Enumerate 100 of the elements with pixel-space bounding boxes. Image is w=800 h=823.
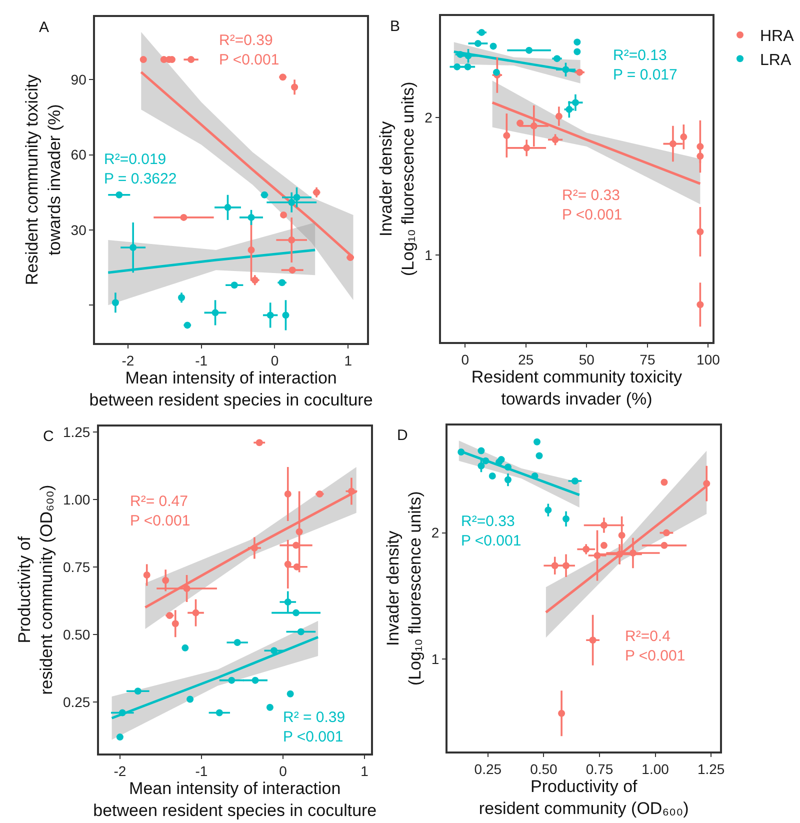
point bbox=[292, 609, 300, 616]
point bbox=[660, 478, 668, 486]
x-tick-label: 0.50 bbox=[530, 760, 558, 777]
point bbox=[526, 46, 533, 54]
point bbox=[291, 84, 298, 91]
point bbox=[282, 312, 290, 319]
point bbox=[286, 690, 294, 698]
point bbox=[576, 68, 584, 76]
point bbox=[182, 644, 189, 652]
point bbox=[554, 55, 560, 62]
point bbox=[166, 612, 174, 620]
point bbox=[629, 549, 636, 556]
point bbox=[572, 99, 579, 106]
point bbox=[280, 211, 288, 218]
point bbox=[530, 122, 538, 130]
y-tick-label: 90 bbox=[70, 72, 87, 88]
point bbox=[464, 63, 472, 70]
point bbox=[234, 639, 241, 646]
y-tick-label: 30 bbox=[70, 222, 87, 238]
point bbox=[297, 628, 304, 636]
point bbox=[112, 299, 119, 306]
point bbox=[116, 191, 123, 198]
point bbox=[571, 478, 578, 485]
point bbox=[696, 228, 704, 236]
point bbox=[589, 636, 596, 644]
annotation: R²=0.4 P <0.001 bbox=[625, 628, 686, 664]
x-tick-label: -2 bbox=[114, 762, 126, 779]
annotation: R² = 0.39 P <0.001 bbox=[283, 709, 346, 746]
point bbox=[248, 246, 255, 254]
point bbox=[562, 515, 570, 522]
y-axis-title: Invader density (Log₁₀ fluorescence units) bbox=[376, 82, 418, 276]
y-tick-label: 60 bbox=[70, 146, 87, 163]
point bbox=[188, 56, 195, 64]
x-tick-label: 0 bbox=[279, 762, 288, 779]
point bbox=[184, 322, 191, 329]
point bbox=[256, 439, 263, 446]
point bbox=[552, 136, 559, 144]
point bbox=[474, 40, 482, 47]
annotation: R²=0.39 P <0.001 bbox=[219, 32, 280, 68]
y-tick-label: 1.00 bbox=[62, 491, 90, 508]
point bbox=[482, 457, 490, 464]
point bbox=[284, 560, 292, 568]
point bbox=[574, 38, 581, 46]
point bbox=[504, 464, 512, 471]
point bbox=[216, 709, 223, 716]
point bbox=[172, 620, 179, 628]
point bbox=[696, 143, 704, 150]
y-tick-label: 1.25 bbox=[62, 424, 90, 440]
y-tick-label: 0.75 bbox=[62, 558, 90, 575]
point bbox=[260, 191, 268, 198]
point bbox=[454, 63, 461, 70]
point bbox=[116, 734, 124, 741]
point bbox=[594, 552, 601, 560]
point bbox=[600, 522, 608, 529]
x-tick-label: 1.25 bbox=[697, 760, 725, 777]
point bbox=[536, 452, 543, 460]
point bbox=[558, 710, 566, 717]
annotation: R²=0.019 P = 0.3622 bbox=[104, 151, 177, 188]
y-axis-title: Productivity of resident community (OD₆₀₀) bbox=[14, 484, 56, 695]
point bbox=[618, 532, 626, 539]
point bbox=[669, 140, 676, 148]
y-tick-label: 1 bbox=[431, 650, 440, 667]
point bbox=[523, 144, 530, 152]
chart-title: C bbox=[43, 428, 54, 445]
point bbox=[230, 282, 238, 289]
x-tick-label: -1 bbox=[195, 762, 208, 779]
chart-title: B bbox=[390, 18, 400, 35]
point bbox=[616, 550, 624, 558]
point bbox=[534, 438, 541, 446]
x-tick-label: 75 bbox=[640, 351, 656, 368]
point bbox=[562, 562, 570, 570]
x-tick-label: 0 bbox=[270, 352, 279, 368]
point bbox=[178, 294, 186, 302]
point bbox=[266, 312, 274, 319]
point bbox=[183, 585, 190, 592]
point bbox=[224, 204, 232, 211]
point bbox=[600, 542, 608, 549]
point bbox=[551, 562, 558, 570]
x-tick-label: 100 bbox=[696, 351, 720, 368]
point bbox=[555, 112, 562, 120]
point bbox=[660, 542, 668, 549]
point bbox=[180, 214, 188, 221]
point bbox=[134, 688, 142, 695]
x-axis-title: Mean intensity of interaction between resident species in coculture bbox=[93, 778, 377, 820]
point bbox=[316, 490, 324, 498]
point bbox=[458, 448, 465, 456]
point bbox=[248, 214, 255, 221]
point bbox=[288, 266, 296, 274]
point bbox=[574, 48, 581, 56]
point bbox=[582, 546, 590, 553]
point bbox=[503, 132, 510, 140]
point bbox=[478, 462, 485, 470]
point bbox=[490, 42, 497, 50]
point bbox=[516, 120, 524, 127]
y-tick-label: 2 bbox=[424, 110, 433, 126]
point bbox=[250, 544, 258, 552]
y-tick-label: 2 bbox=[431, 524, 440, 541]
point bbox=[464, 52, 472, 60]
chart-title: D bbox=[397, 427, 408, 444]
point bbox=[696, 152, 704, 160]
